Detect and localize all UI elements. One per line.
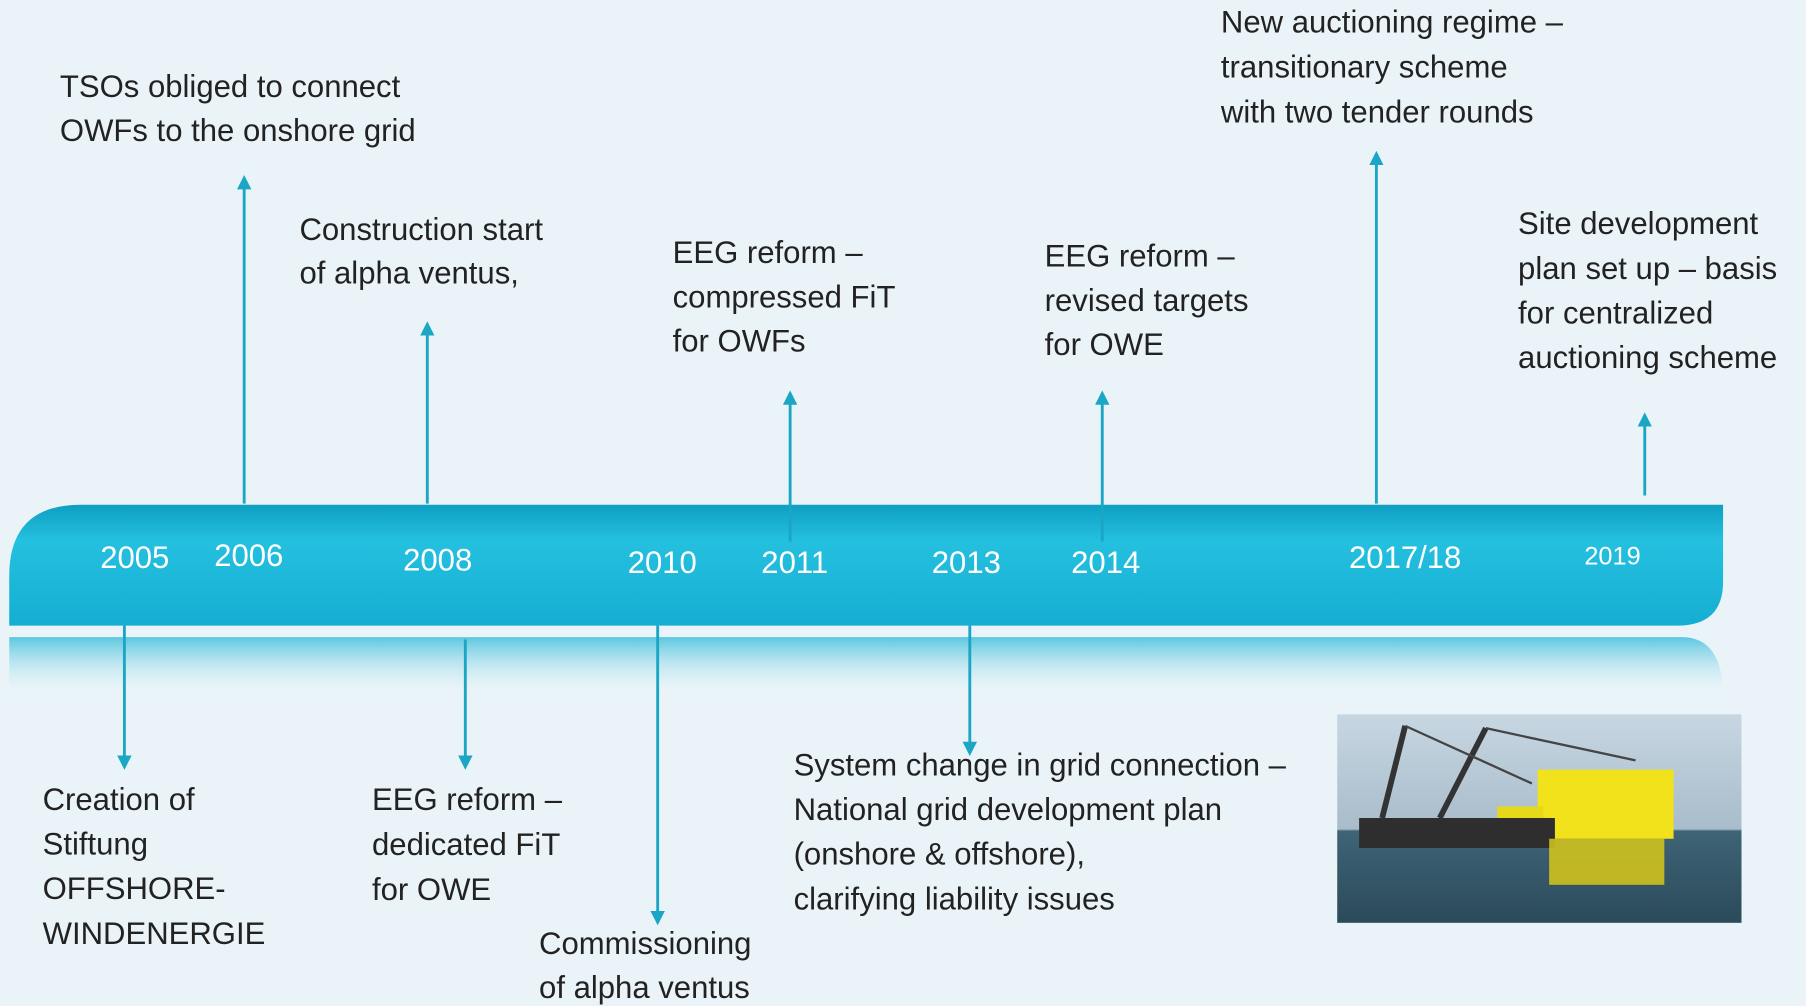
band-reflection — [9, 637, 1724, 698]
event-text: EEG reform – — [372, 782, 563, 817]
event-text: for OWE — [1045, 327, 1164, 362]
timeline-band — [9, 504, 1724, 626]
event-text: National grid development plan — [794, 792, 1222, 827]
year-label: 2014 — [1071, 545, 1140, 580]
event-text: for OWFs — [673, 324, 806, 359]
event-text: plan set up – basis — [1518, 251, 1777, 286]
year-label: 2013 — [932, 545, 1001, 580]
event-text: transitionary scheme — [1221, 50, 1508, 85]
event-text: revised targets — [1045, 283, 1249, 318]
event-text: Site development — [1518, 206, 1759, 241]
event-text: clarifying liability issues — [794, 881, 1115, 916]
event-text: Creation of — [43, 782, 195, 817]
year-label: 2005 — [100, 540, 169, 575]
event-text: New auctioning regime – — [1221, 5, 1564, 40]
event-text: auctioning scheme — [1518, 340, 1777, 375]
event-text: Commissioning — [539, 926, 751, 961]
event-text: TSOs obliged to connect — [60, 69, 401, 104]
event-text: Stiftung — [43, 827, 148, 862]
event-text: of alpha ventus, — [299, 256, 518, 291]
event-text: of alpha ventus — [539, 970, 750, 1005]
photo — [1337, 714, 1742, 923]
event-text: EEG reform – — [673, 235, 864, 270]
event-text: Construction start — [299, 212, 543, 247]
event-text: (onshore & offshore), — [794, 837, 1085, 872]
event-text: System change in grid connection – — [794, 748, 1287, 783]
event-text: OWFs to the onshore grid — [60, 113, 416, 148]
year-label: 2006 — [214, 538, 283, 573]
event-text: dedicated FiT — [372, 827, 560, 862]
event-text: compressed FiT — [673, 279, 896, 314]
year-label: 2011 — [761, 545, 828, 580]
year-label: 2010 — [628, 545, 697, 580]
event-text: with two tender rounds — [1220, 94, 1534, 129]
event-text: for OWE — [372, 872, 491, 907]
event-text: WINDENERGIE — [43, 916, 266, 951]
year-label: 2019 — [1584, 542, 1640, 570]
year-label: 2008 — [403, 543, 472, 578]
event-text: OFFSHORE- — [43, 871, 226, 906]
event-text: for centralized — [1518, 295, 1713, 330]
event-text: EEG reform – — [1045, 238, 1236, 273]
year-label: 2017/18 — [1349, 540, 1461, 575]
